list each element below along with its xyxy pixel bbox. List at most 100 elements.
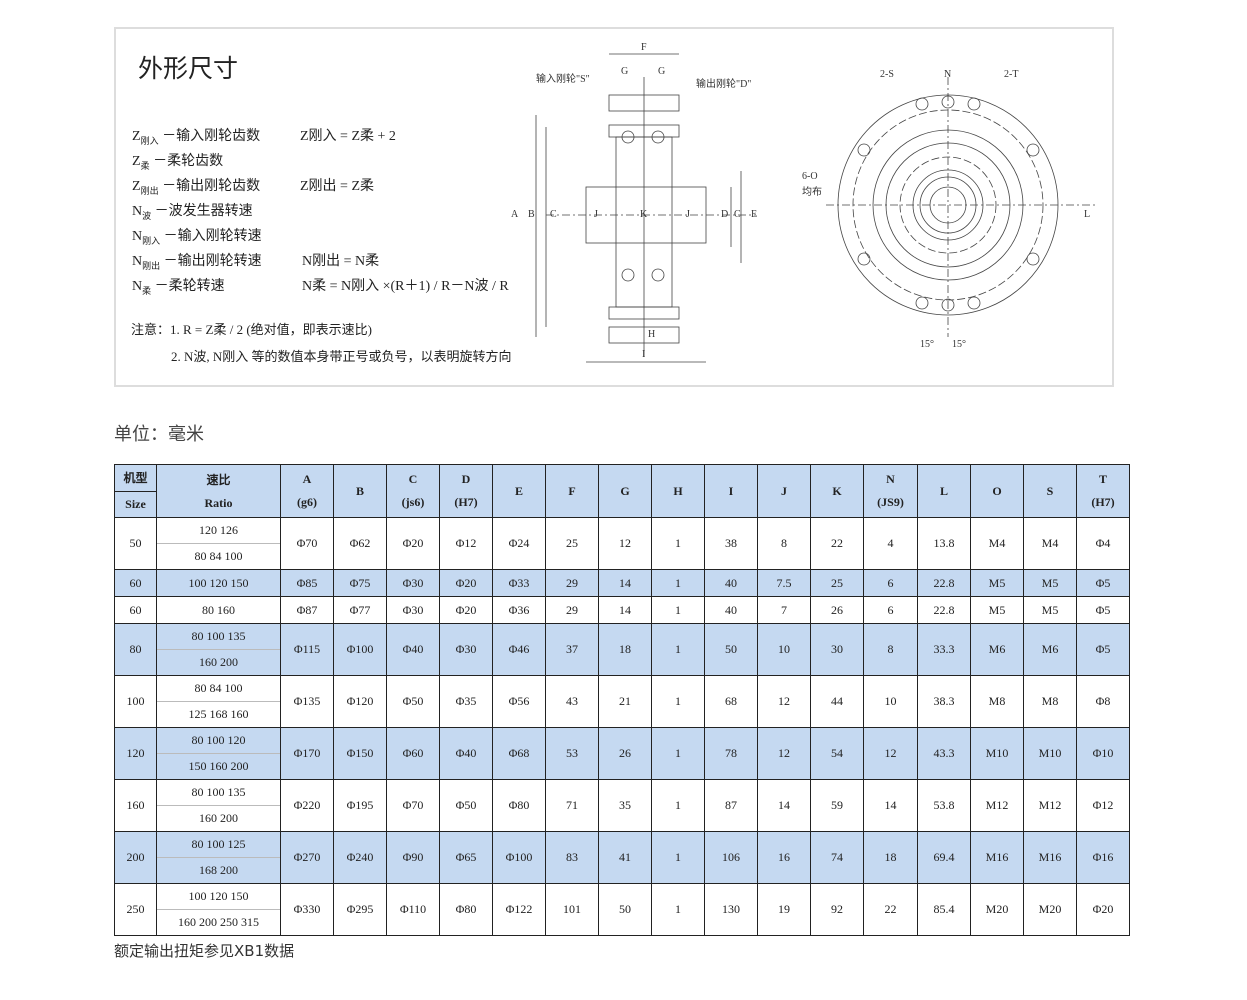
value-cell: M12 xyxy=(970,779,1024,832)
svg-text:G: G xyxy=(658,66,665,77)
svg-text:2-S: 2-S xyxy=(880,69,894,80)
ratio-cell: 80 100 135 160 200 xyxy=(156,623,281,676)
value-cell: 30 xyxy=(810,623,864,676)
value-cell: 13.8 xyxy=(917,517,971,570)
value-cell: Φ40 xyxy=(439,727,493,780)
value-cell: 38.3 xyxy=(917,675,971,728)
value-cell: Φ24 xyxy=(492,517,546,570)
ratio-cell: 80 100 135 160 200 xyxy=(156,779,281,832)
value-cell: Φ46 xyxy=(492,623,546,676)
value-cell: M10 xyxy=(970,727,1024,780)
note-label: 注意： xyxy=(131,322,171,337)
value-cell: 54 xyxy=(810,727,864,780)
size-cell: 100 xyxy=(114,675,157,728)
size-cell: 50 xyxy=(114,517,157,570)
panel-title: 外形尺寸 xyxy=(138,54,239,83)
header-col: O xyxy=(970,464,1024,518)
header-size: 机型 Size xyxy=(114,464,157,518)
value-cell: Φ4 xyxy=(1076,517,1130,570)
value-cell: 8 xyxy=(757,517,811,570)
value-cell: 59 xyxy=(810,779,864,832)
value-cell: 18 xyxy=(598,623,652,676)
ratio-value: 160 200 xyxy=(157,805,280,831)
dimension-panel: 外形尺寸 Z刚入 －输入刚轮齿数 Z刚入 = Z柔 + 2 Z柔 －柔轮齿数 Z刚出 … xyxy=(114,27,1114,387)
value-cell: M5 xyxy=(970,596,1024,624)
value-cell: M20 xyxy=(970,883,1024,936)
value-cell: M8 xyxy=(1023,675,1077,728)
ratio-cell: 80 100 120 150 160 200 xyxy=(156,727,281,780)
value-cell: M4 xyxy=(1023,517,1077,570)
value-cell: 7.5 xyxy=(757,569,811,597)
value-cell: Φ8 xyxy=(1076,675,1130,728)
value-cell: 12 xyxy=(863,727,918,780)
header-col: N (JS9) xyxy=(863,464,918,518)
value-cell: 33.3 xyxy=(917,623,971,676)
value-cell: Φ30 xyxy=(386,569,440,597)
definition-6: N柔 －柔轮转速 xyxy=(132,279,225,296)
header-col: H xyxy=(651,464,705,518)
value-cell: 38 xyxy=(704,517,758,570)
svg-text:输入刚轮"S": 输入刚轮"S" xyxy=(536,72,590,85)
svg-text:E: E xyxy=(751,209,757,220)
value-cell: 83 xyxy=(545,831,599,884)
value-cell: M5 xyxy=(1023,596,1077,624)
svg-text:D: D xyxy=(721,209,728,220)
header-col: A (g6) xyxy=(280,464,334,518)
ratio-value: 160 200 250 315 xyxy=(157,909,280,935)
ratio-value: 80 100 135 xyxy=(191,629,246,643)
value-cell: Φ62 xyxy=(333,517,387,570)
value-cell: Φ295 xyxy=(333,883,387,936)
size-cell: 60 xyxy=(114,596,157,624)
note-2: 2. N波, N刚入 等的数值本身带正号或负号，以表明旋转方向 xyxy=(171,349,512,364)
value-cell: 43 xyxy=(545,675,599,728)
value-cell: 4 xyxy=(863,517,918,570)
value-cell: Φ5 xyxy=(1076,569,1130,597)
value-cell: 19 xyxy=(757,883,811,936)
svg-text:15°: 15° xyxy=(952,339,966,350)
notes: 注意：1. R = Z柔 / 2 (绝对值，即表示速比) 2. N波, N刚入 … xyxy=(131,319,512,365)
header-col: T (H7) xyxy=(1076,464,1130,518)
value-cell: M10 xyxy=(1023,727,1077,780)
value-cell: 6 xyxy=(863,569,918,597)
value-cell: M20 xyxy=(1023,883,1077,936)
value-cell: 44 xyxy=(810,675,864,728)
header-col: C (js6) xyxy=(386,464,440,518)
svg-text:C: C xyxy=(550,209,557,220)
formula-5: N刚出 = N柔 xyxy=(302,254,380,269)
value-cell: 71 xyxy=(545,779,599,832)
ratio-cell: 100 120 150 160 200 250 315 xyxy=(156,883,281,936)
value-cell: Φ330 xyxy=(280,883,334,936)
value-cell: 14 xyxy=(863,779,918,832)
value-cell: Φ170 xyxy=(280,727,334,780)
ratio-value: 80 100 135 xyxy=(191,785,246,799)
ratio-value: 80 84 100 xyxy=(157,543,280,569)
value-cell: 40 xyxy=(704,569,758,597)
value-cell: Φ100 xyxy=(492,831,546,884)
header-col: F xyxy=(545,464,599,518)
svg-text:K: K xyxy=(640,209,648,220)
value-cell: Φ10 xyxy=(1076,727,1130,780)
value-cell: 1 xyxy=(651,569,705,597)
value-cell: 18 xyxy=(863,831,918,884)
svg-text:G: G xyxy=(621,66,628,77)
value-cell: Φ16 xyxy=(1076,831,1130,884)
note-1: 1. R = Z柔 / 2 (绝对值，即表示速比) xyxy=(170,322,372,337)
value-cell: Φ20 xyxy=(386,517,440,570)
value-cell: Φ80 xyxy=(492,779,546,832)
ratio-value: 160 200 xyxy=(157,649,280,675)
value-cell: Φ50 xyxy=(439,779,493,832)
definition-3: N波 －波发生器转速 xyxy=(132,204,253,221)
value-cell: Φ65 xyxy=(439,831,493,884)
value-cell: Φ120 xyxy=(333,675,387,728)
ratio-value: 100 120 150 xyxy=(188,575,249,590)
definition-2: Z刚出 －输出刚轮齿数 xyxy=(132,179,261,196)
value-cell: 14 xyxy=(598,569,652,597)
value-cell: Φ135 xyxy=(280,675,334,728)
value-cell: 87 xyxy=(704,779,758,832)
value-cell: M16 xyxy=(970,831,1024,884)
value-cell: 1 xyxy=(651,883,705,936)
header-col: J xyxy=(757,464,811,518)
svg-text:L: L xyxy=(1084,209,1090,220)
value-cell: 1 xyxy=(651,831,705,884)
